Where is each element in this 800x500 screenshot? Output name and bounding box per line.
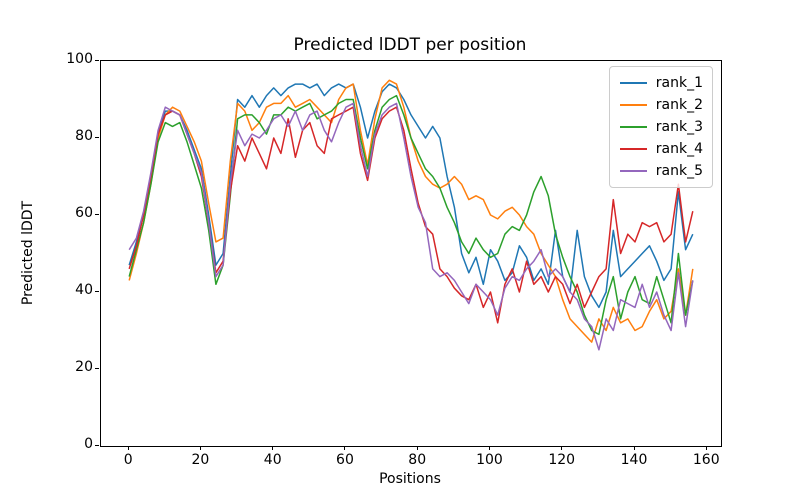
y-tick-mark [95,444,99,446]
legend-label-rank_1: rank_1 [655,75,703,91]
x-tick-label: 120 [548,452,576,468]
plot-lines-svg [128,79,694,351]
x-tick-mark [705,446,707,450]
x-tick-mark [416,446,418,450]
legend-label-rank_4: rank_4 [655,141,703,157]
legend-line-swatch-rank_3 [619,126,647,128]
x-tick-label: 40 [263,452,282,468]
y-tick-label: 100 [66,51,93,67]
x-tick-mark [633,446,635,450]
x-tick-label: 100 [476,452,503,468]
x-axis-label: Positions [379,471,441,487]
legend-label-rank_5: rank_5 [655,163,703,179]
y-tick-label: 0 [84,436,93,452]
y-tick-mark [95,367,99,369]
legend-line-swatch-rank_4 [619,148,647,150]
series-line-rank_5 [128,102,694,351]
y-axis-label: Predicted lDDT [20,200,36,306]
legend-line-swatch-rank_2 [619,104,647,106]
x-tick-mark [344,446,346,450]
legend-line-swatch-rank_5 [619,170,647,172]
y-tick-mark [95,59,99,61]
chart-title: Predicted lDDT per position [293,35,527,55]
legend-item-rank_4: rank_4 [619,138,703,160]
x-tick-label: 0 [123,452,133,468]
legend-item-rank_3: rank_3 [619,116,703,138]
legend-item-rank_2: rank_2 [619,94,703,116]
y-tick-mark [95,213,99,215]
x-tick-mark [199,446,201,450]
x-tick-mark [561,446,563,450]
x-tick-label: 60 [336,452,354,468]
x-tick-label: 80 [408,452,427,468]
y-tick-label: 60 [75,205,93,221]
series-line-rank_1 [128,83,694,309]
legend-item-rank_1: rank_1 [619,72,703,94]
x-tick-mark [272,446,274,450]
x-tick-label: 160 [692,452,720,468]
x-tick-mark [488,446,490,450]
legend: rank_1 rank_2 rank_3 rank_4 rank_5 [608,66,713,188]
legend-line-swatch-rank_1 [619,82,647,84]
x-tick-mark [127,446,129,450]
legend-label-rank_2: rank_2 [655,97,703,113]
y-tick-label: 80 [75,128,93,144]
x-tick-label: 140 [620,452,648,468]
y-tick-mark [95,290,99,292]
legend-item-rank_5: rank_5 [619,160,703,182]
legend-label-rank_3: rank_3 [655,119,703,135]
y-tick-label: 20 [75,359,93,375]
y-tick-label: 40 [75,282,93,298]
y-tick-mark [95,136,99,138]
x-tick-label: 20 [191,452,210,468]
